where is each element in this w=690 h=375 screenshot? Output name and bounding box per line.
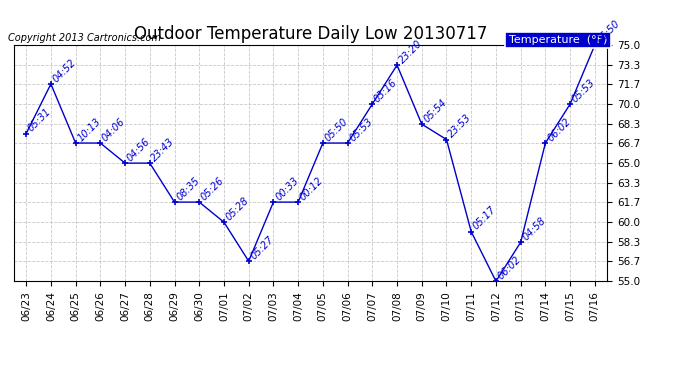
Text: 05:27: 05:27 [248,234,276,261]
Text: 04:58: 04:58 [521,215,548,242]
Text: 23:20: 23:20 [397,38,424,65]
Text: 23:53: 23:53 [446,112,473,140]
Text: 04:06: 04:06 [100,116,128,143]
Text: 03:16: 03:16 [373,77,400,104]
Text: 10:13: 10:13 [76,116,103,143]
Text: 04:52: 04:52 [51,57,78,84]
Text: Copyright 2013 Cartronics.com: Copyright 2013 Cartronics.com [8,33,161,43]
Title: Outdoor Temperature Daily Low 20130717: Outdoor Temperature Daily Low 20130717 [134,26,487,44]
Text: 04:56: 04:56 [125,136,152,163]
Text: 05:31: 05:31 [26,106,53,134]
Text: 05:28: 05:28 [224,195,251,222]
Text: 05:26: 05:26 [199,175,226,202]
Text: 08:35: 08:35 [175,175,201,202]
Text: Temperature  (°F): Temperature (°F) [509,35,607,45]
Text: 00:12: 00:12 [298,175,325,202]
Text: 00:33: 00:33 [273,175,300,202]
Text: 06:02: 06:02 [496,254,523,281]
Text: 05:17: 05:17 [471,205,498,232]
Text: 05:50: 05:50 [323,116,350,143]
Text: 06:02: 06:02 [545,116,573,143]
Text: 05:54: 05:54 [422,97,448,124]
Text: 05:50: 05:50 [595,18,622,45]
Text: 05:53: 05:53 [570,77,597,104]
Text: 23:43: 23:43 [150,136,177,163]
Text: 05:53: 05:53 [348,116,375,143]
